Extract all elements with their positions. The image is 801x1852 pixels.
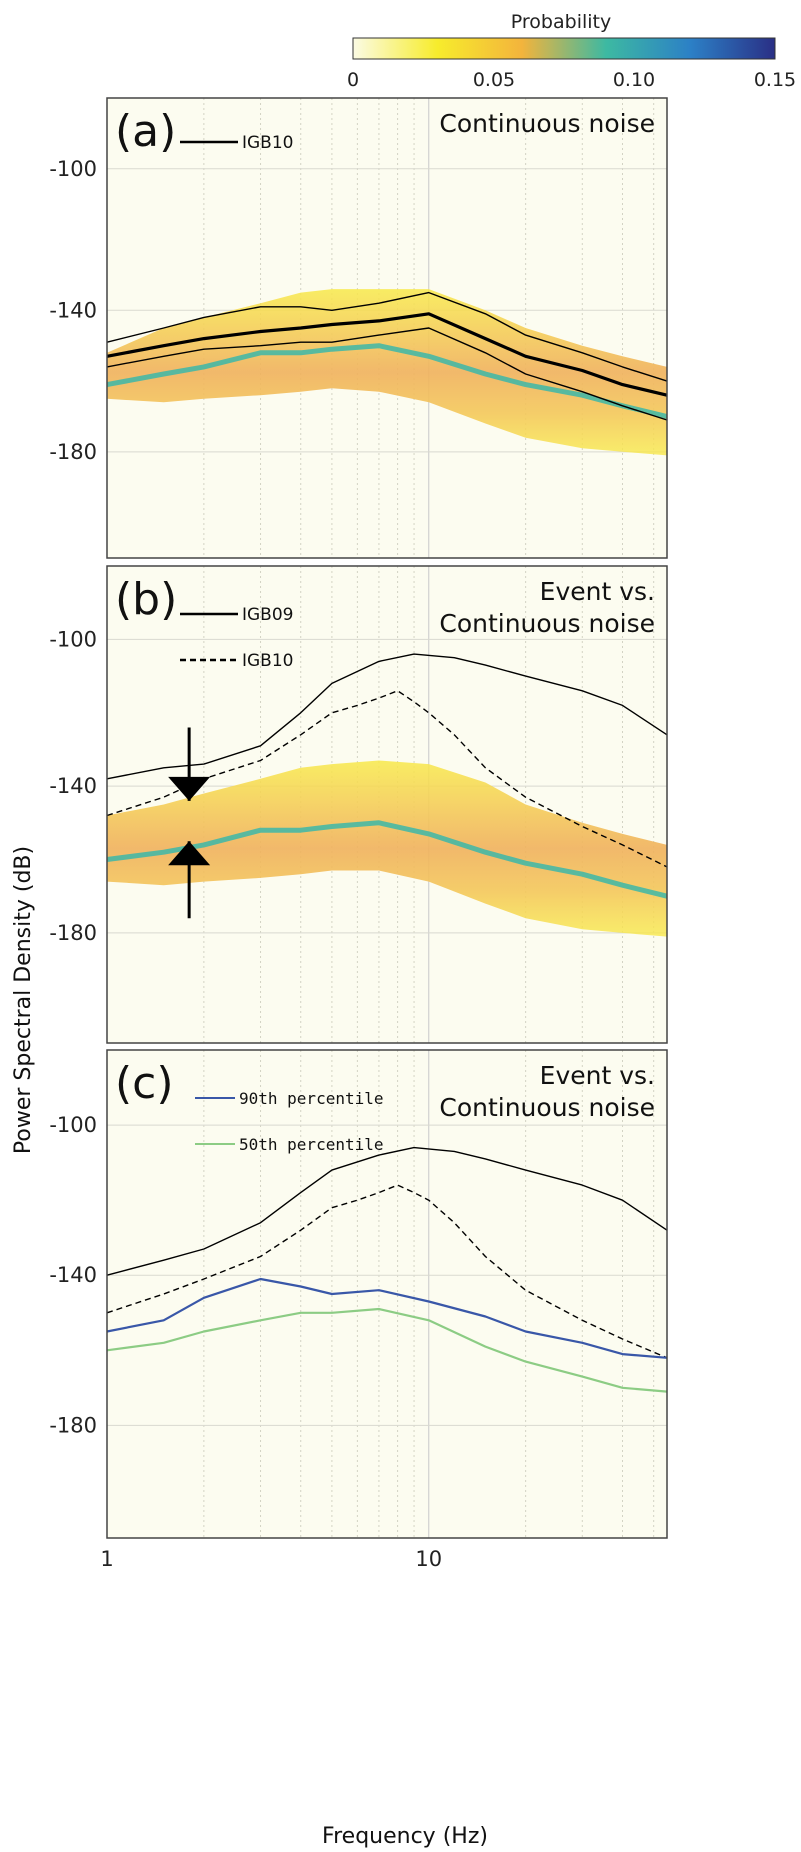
- panel-label: (b): [115, 574, 177, 625]
- series-line-0: [106, 1146, 668, 1276]
- series-line-igb10: [106, 690, 668, 868]
- legend-label: IGB09: [242, 605, 293, 625]
- plot-frame: [106, 565, 668, 1044]
- series-line-2: [106, 327, 668, 421]
- y-tick-label: -100: [49, 627, 97, 651]
- pdf-band: [107, 760, 667, 937]
- y-tick-label: -100: [49, 1113, 97, 1137]
- legend-label: 90th percentile: [239, 1089, 384, 1108]
- plot-frame: [106, 97, 668, 559]
- colorbar-tick: 0: [347, 69, 359, 91]
- arrow-head: [168, 841, 211, 866]
- legend-label: IGB10: [242, 651, 293, 671]
- series-line-igb10: [106, 312, 668, 397]
- colorbar-tick: 0.10: [613, 69, 655, 91]
- panel-annotation: Event vs.: [540, 577, 655, 606]
- x-axis-label: Frequency (Hz): [322, 1824, 488, 1849]
- legend-label: IGB10: [242, 133, 293, 153]
- y-tick-label: -140: [49, 298, 97, 322]
- panel-label: (c): [115, 1058, 174, 1109]
- y-tick-label: -180: [49, 921, 97, 945]
- colorbar: Probability 0 0.05 0.10 0.15: [347, 11, 796, 91]
- legend-label: 50th percentile: [239, 1135, 384, 1154]
- x-tick-label: 1: [100, 1547, 113, 1571]
- panel-annotation: Continuous noise: [439, 609, 655, 638]
- panel-label: (a): [115, 106, 176, 157]
- y-axis-label: Power Spectral Density (dB): [11, 846, 36, 1154]
- pdf-mode-line: [106, 820, 668, 899]
- panel-c: -100 -140 -180 (c) Event vs. Continuous noise…: [49, 1049, 668, 1571]
- colorbar-swatch: [352, 37, 776, 60]
- series-line-50th-percentile: [106, 1307, 668, 1393]
- colorbar-title: Probability: [511, 11, 611, 33]
- y-tick-label: -100: [49, 157, 97, 181]
- plot-area: [107, 1050, 667, 1538]
- arrow-head: [168, 776, 211, 801]
- pdf-band: [107, 289, 667, 456]
- x-tick-label: 10: [415, 1547, 442, 1571]
- plot-frame: [106, 1049, 668, 1539]
- y-tick-label: -140: [49, 1263, 97, 1287]
- series-line-1: [106, 1184, 668, 1359]
- pdf-mode-line: [106, 343, 668, 419]
- y-tick-label: -180: [49, 1413, 97, 1437]
- panel-annotation: Continuous noise: [439, 109, 655, 138]
- panel-annotation: Event vs.: [540, 1061, 655, 1090]
- series-line-90th-percentile: [106, 1277, 668, 1359]
- colorbar-tick: 0.15: [754, 69, 796, 91]
- series-line-igb09: [106, 653, 668, 780]
- y-tick-label: -180: [49, 440, 97, 464]
- y-tick-label: -140: [49, 774, 97, 798]
- panel-annotation: Continuous noise: [439, 1093, 655, 1122]
- series-line-1: [106, 291, 668, 382]
- panel-a: -100 -140 -180 (a) Continuous noise IGB10: [49, 97, 668, 559]
- colorbar-tick: 0.05: [473, 69, 515, 91]
- panel-b: -100 -140 -180 (b) Event vs. Continuous noise…: [49, 565, 668, 1044]
